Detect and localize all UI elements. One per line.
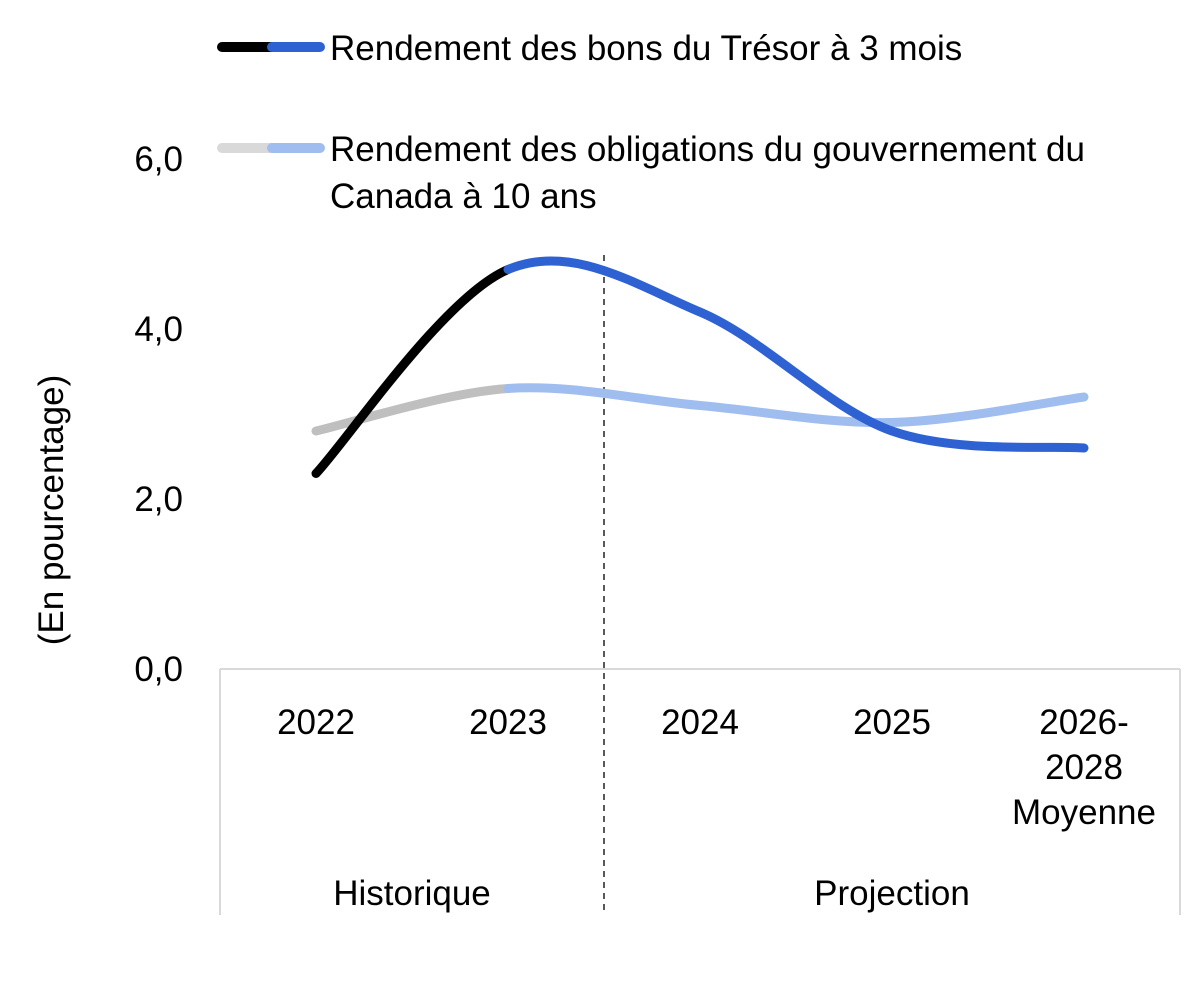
plot-area [311,256,1089,478]
series-line-historical [311,265,513,478]
y-tick-label: 6,0 [134,140,183,179]
y-axis-title: (En pourcentage) [32,375,71,645]
series-line-historical [311,384,513,436]
y-tick-label: 0,0 [134,650,183,689]
x-tick-label: 2023 [469,703,547,742]
legend-label: Rendement des obligations du gouvernemen… [330,130,1085,216]
legend: Rendement des bons du Trésor à 3 mois Ren… [217,29,1085,216]
series-line-projection [503,383,1089,428]
y-tick-label: 2,0 [134,480,183,519]
series-line-projection [503,256,1089,453]
y-tick-label: 4,0 [134,310,183,349]
x-group-label: Historique [333,874,491,913]
x-tick-label: 2024 [661,703,739,742]
axes: (En pourcentage) 0,0 2,0 4,0 6,0 2022 2023 2024… [32,140,1181,915]
x-tick-label: 2026-2028 Moyenne [1012,703,1156,832]
legend-label: Rendement des bons du Trésor à 3 mois [330,29,962,68]
x-group-label: Projection [814,874,970,913]
x-tick-label: 2022 [277,703,355,742]
x-tick-label: 2025 [853,703,931,742]
